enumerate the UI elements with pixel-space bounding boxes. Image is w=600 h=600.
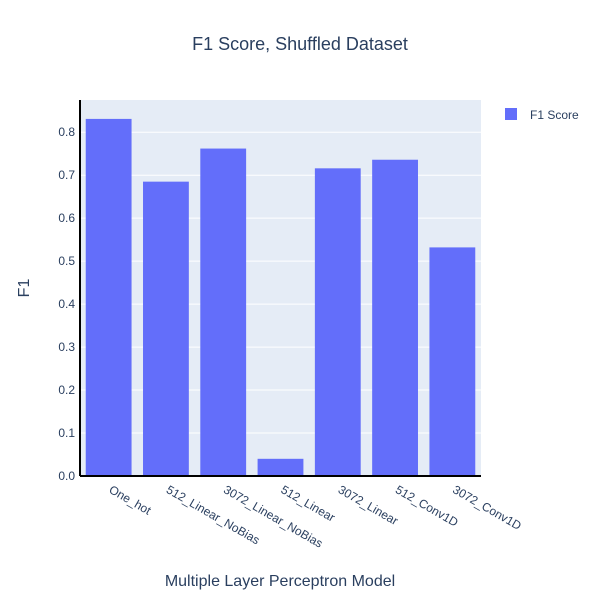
y-tick-label: 0.2 [58, 383, 75, 397]
y-tick-label: 0.1 [58, 426, 75, 440]
chart-title: F1 Score, Shuffled Dataset [192, 34, 408, 54]
bar-3072_Linear[interactable] [314, 168, 361, 476]
y-tick-label: 0.8 [58, 125, 75, 139]
legend[interactable]: F1 Score [505, 108, 579, 122]
bar-512_Conv1D[interactable] [372, 159, 418, 476]
y-tick-label: 0.3 [58, 340, 75, 354]
bar-One_hot[interactable] [85, 118, 132, 477]
legend-label: F1 Score [530, 108, 579, 122]
y-tick-label: 0.0 [58, 469, 75, 483]
x-tick-label: 512_Conv1D [393, 482, 461, 529]
x-axis-title: Multiple Layer Perceptron Model [165, 573, 395, 590]
y-tick-label: 0.4 [58, 297, 75, 311]
bar-512_Linear[interactable] [257, 458, 304, 476]
y-tick-label: 0.5 [58, 254, 75, 268]
x-tick-label: One_hot [107, 482, 154, 517]
x-tick-label: 3072_Conv1D [450, 482, 524, 533]
x-tick-label: 512_Linear_NoBias [164, 482, 262, 547]
legend-swatch [505, 108, 517, 120]
y-tick-label: 0.7 [58, 168, 75, 182]
y-tick-label: 0.6 [58, 211, 75, 225]
x-tick-labels: One_hot 512_Linear_NoBias3072_Linear_NoBi… [107, 482, 524, 550]
plot-area [80, 100, 481, 476]
bar-3072_Conv1D[interactable] [429, 247, 476, 476]
x-tick-label: 3072_Linear_NoBias [221, 482, 325, 550]
x-tick-label: 3072_Linear [336, 482, 401, 527]
y-tick-labels: 0.0 0.1 0.2 0.3 0.4 0.5 0.6 0.7 0.8 [58, 125, 75, 483]
bars [85, 118, 476, 477]
bar-3072_Linear_NoBias[interactable] [200, 148, 247, 476]
bar-512_Linear_NoBias[interactable] [143, 181, 189, 476]
y-axis-title: F1 [16, 279, 33, 298]
